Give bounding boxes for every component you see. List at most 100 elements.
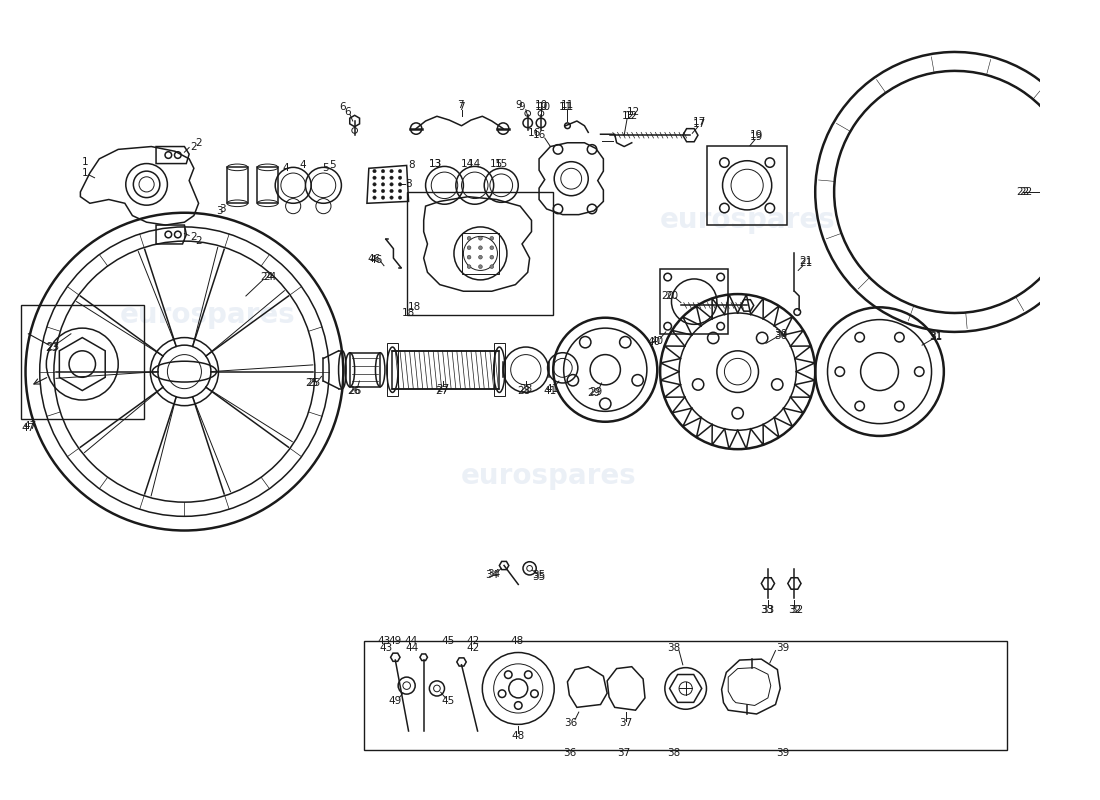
Text: 22: 22 <box>1020 187 1033 197</box>
Text: 19: 19 <box>750 132 763 142</box>
Text: 15: 15 <box>495 158 508 169</box>
Circle shape <box>373 196 376 199</box>
Text: eurospares: eurospares <box>461 462 637 490</box>
Circle shape <box>490 255 494 259</box>
Bar <box>387 343 398 396</box>
Text: 9: 9 <box>515 100 521 110</box>
Circle shape <box>373 170 376 173</box>
Text: 28: 28 <box>517 386 530 397</box>
Circle shape <box>490 265 494 269</box>
Text: 17: 17 <box>693 119 706 129</box>
Text: 11: 11 <box>561 100 574 110</box>
Text: 7: 7 <box>459 102 465 112</box>
Text: 42: 42 <box>466 636 480 646</box>
Text: 36: 36 <box>563 748 576 758</box>
Text: 47: 47 <box>23 422 37 431</box>
Text: 2: 2 <box>196 138 202 148</box>
Circle shape <box>373 190 376 193</box>
Text: 8: 8 <box>408 161 415 170</box>
Circle shape <box>468 255 471 259</box>
Circle shape <box>382 196 385 199</box>
Text: 29: 29 <box>587 388 601 398</box>
Text: 32: 32 <box>788 605 801 615</box>
Text: 28: 28 <box>519 384 532 394</box>
Text: 31: 31 <box>930 330 943 341</box>
Text: 49: 49 <box>388 696 401 706</box>
Text: 38: 38 <box>667 642 680 653</box>
Circle shape <box>398 182 402 186</box>
Text: 29: 29 <box>590 387 603 398</box>
Text: 18: 18 <box>402 308 415 318</box>
Circle shape <box>468 246 471 250</box>
Text: 21: 21 <box>799 258 813 268</box>
Circle shape <box>382 190 385 193</box>
Text: 16: 16 <box>532 130 546 140</box>
Text: 2: 2 <box>190 232 197 242</box>
Circle shape <box>468 265 471 269</box>
Text: 30: 30 <box>774 329 788 338</box>
Bar <box>660 270 728 334</box>
Text: 20: 20 <box>661 291 674 301</box>
Circle shape <box>490 236 494 240</box>
Circle shape <box>373 182 376 186</box>
Text: 24: 24 <box>263 272 276 282</box>
Text: 44: 44 <box>406 642 419 653</box>
Text: 31: 31 <box>930 332 943 342</box>
Text: 3: 3 <box>219 204 225 214</box>
Text: 26: 26 <box>348 386 361 395</box>
Text: 40: 40 <box>651 336 663 346</box>
Text: 15: 15 <box>490 158 503 169</box>
Text: eurospares: eurospares <box>659 206 835 234</box>
Circle shape <box>373 176 376 179</box>
Bar <box>494 343 505 396</box>
Text: 9: 9 <box>519 102 526 112</box>
Text: 43: 43 <box>379 642 393 653</box>
Text: 6: 6 <box>344 106 351 117</box>
Circle shape <box>478 236 482 240</box>
Text: 19: 19 <box>750 130 763 140</box>
Text: 45: 45 <box>442 636 455 646</box>
Circle shape <box>389 176 393 179</box>
Text: 25: 25 <box>306 378 319 388</box>
Circle shape <box>382 176 385 179</box>
Text: 48: 48 <box>512 730 525 741</box>
Text: 46: 46 <box>370 255 383 265</box>
Text: 4: 4 <box>283 163 289 174</box>
Bar <box>257 167 278 203</box>
Text: 49: 49 <box>388 636 401 646</box>
Text: 25: 25 <box>307 378 320 388</box>
Text: 2: 2 <box>190 142 197 151</box>
Text: 45: 45 <box>442 696 455 706</box>
Text: 1: 1 <box>81 168 88 178</box>
Text: 20: 20 <box>664 291 678 301</box>
Circle shape <box>382 170 385 173</box>
Bar <box>707 146 786 225</box>
Bar <box>227 167 248 203</box>
Text: 17: 17 <box>693 117 706 127</box>
Text: 6: 6 <box>339 102 345 112</box>
Text: 39: 39 <box>777 642 790 653</box>
Text: 21: 21 <box>799 256 813 266</box>
Text: 23: 23 <box>46 342 59 352</box>
Text: 8: 8 <box>405 179 411 190</box>
Text: 4: 4 <box>299 161 306 170</box>
Text: 38: 38 <box>667 748 680 758</box>
Text: 7: 7 <box>458 100 464 110</box>
Text: 11: 11 <box>561 102 574 112</box>
Text: 33: 33 <box>761 605 774 615</box>
Text: 10: 10 <box>535 100 548 110</box>
Circle shape <box>490 246 494 250</box>
Text: 24: 24 <box>260 272 273 282</box>
Text: 12: 12 <box>625 111 638 122</box>
Text: 16: 16 <box>528 128 541 138</box>
Text: 37: 37 <box>617 748 630 758</box>
Text: 26: 26 <box>348 386 361 397</box>
Text: 41: 41 <box>546 384 559 394</box>
Circle shape <box>389 170 393 173</box>
Text: 18: 18 <box>408 302 421 312</box>
Text: 13: 13 <box>428 158 442 169</box>
Text: 40: 40 <box>648 338 661 347</box>
Circle shape <box>478 246 482 250</box>
Text: 32: 32 <box>791 605 804 615</box>
Text: 27: 27 <box>436 384 449 394</box>
